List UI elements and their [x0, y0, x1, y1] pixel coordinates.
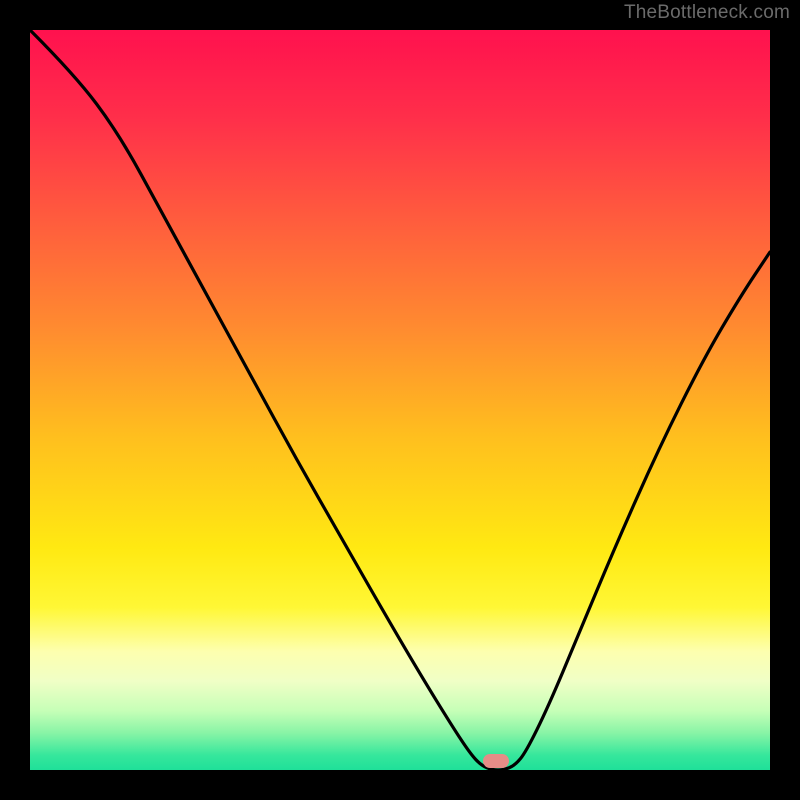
watermark-text: TheBottleneck.com: [624, 2, 790, 24]
plot-area: [30, 30, 770, 770]
curve-path: [30, 30, 770, 770]
stage: TheBottleneck.com: [0, 0, 800, 800]
minimum-marker: [483, 754, 509, 768]
bottleneck-curve: [30, 30, 770, 770]
